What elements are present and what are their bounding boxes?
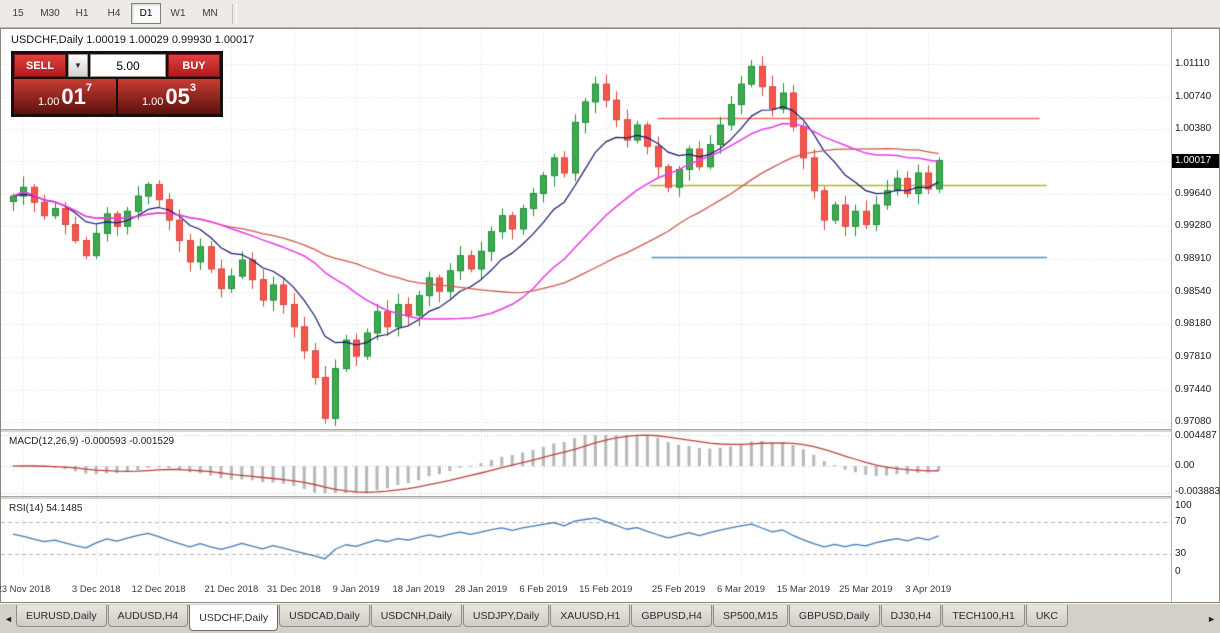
one-click-trading-panel: SELL ▼ BUY 1.00 01 7 1.00 05 3 xyxy=(11,51,223,117)
date-axis-label: 3 Dec 2018 xyxy=(71,584,121,595)
macd-indicator-canvas[interactable] xyxy=(1,432,1171,496)
tab-scroll-right-button[interactable]: ► xyxy=(1207,613,1216,625)
date-axis-label: 18 Jan 2019 xyxy=(392,584,445,595)
left-arrow-icon: ◄ xyxy=(4,614,13,624)
date-axis-label: 23 Nov 2018 xyxy=(0,584,51,595)
chart-symbol-label: USDCHF,Daily 1.00019 1.00029 0.99930 1.0… xyxy=(11,34,254,46)
macd-value-signal: -0.001529 xyxy=(129,436,175,447)
chart-tab-dj30-h4[interactable]: DJ30,H4 xyxy=(880,605,942,627)
chart-tab-sp500-m15[interactable]: SP500,M15 xyxy=(713,605,788,627)
axis-label: 0.98180 xyxy=(1175,318,1212,330)
timeframe-toolbar: 15 M30 H1 H4 D1 W1 MN xyxy=(0,0,1220,28)
chart-tab-gbpusd-h4[interactable]: GBPUSD,H4 xyxy=(631,605,713,627)
chart-tab-xauusd-h1[interactable]: XAUUSD,H1 xyxy=(550,605,631,627)
volume-input[interactable] xyxy=(90,54,166,77)
axis-label: 0.00 xyxy=(1175,460,1195,472)
axis-label: 0 xyxy=(1175,566,1181,577)
chart-tab-usdcad-daily[interactable]: USDCAD,Daily xyxy=(279,605,370,627)
rsi-indicator-canvas[interactable] xyxy=(1,499,1171,577)
axis-label: 0.97810 xyxy=(1175,351,1212,362)
chevron-down-icon: ▼ xyxy=(74,61,82,70)
timeframe-button-m30[interactable]: M30 xyxy=(40,8,60,19)
timeframe-button-h4[interactable]: H4 xyxy=(107,8,121,19)
rsi-label: RSI(14) 54.1485 xyxy=(9,503,82,514)
date-axis-label: 28 Jan 2019 xyxy=(454,584,508,595)
date-axis-label: 9 Jan 2019 xyxy=(332,584,380,595)
axis-label: 0.004487 xyxy=(1175,430,1217,441)
buy-price-display[interactable]: 1.00 05 3 xyxy=(118,79,220,114)
chart-tab-ukc[interactable]: UKC xyxy=(1025,605,1068,627)
chart-tab-bar: ◄ EURUSD,Daily AUDUSD,H4 USDCHF,Daily USDCA… xyxy=(0,603,1220,633)
rsi-name: RSI(14) xyxy=(9,503,44,514)
date-axis-label: 6 Feb 2019 xyxy=(519,584,568,595)
timeframe-button-h1[interactable]: H1 xyxy=(75,8,89,19)
chart-tabs: EURUSD,Daily AUDUSD,H4 USDCHF,Daily USDCAD,… xyxy=(16,605,1204,631)
timeframe-button-w1[interactable]: W1 xyxy=(170,8,186,19)
chart-tab-usdcnh-daily[interactable]: USDCNH,Daily xyxy=(370,605,462,627)
pane-splitter[interactable] xyxy=(1,496,1219,499)
price-axis: 1.011101.007401.003801.000100.996400.992… xyxy=(1171,29,1220,602)
volume-dropdown-button[interactable]: ▼ xyxy=(68,54,88,77)
sell-button[interactable]: SELL xyxy=(14,54,66,77)
axis-label: 100 xyxy=(1175,500,1192,511)
axis-label: 70 xyxy=(1175,516,1187,528)
right-arrow-icon: ► xyxy=(1207,614,1216,624)
chart-tab-tech100-h1[interactable]: TECH100,H1 xyxy=(942,605,1025,627)
pane-splitter[interactable] xyxy=(1,429,1219,432)
ohlc-values: 1.00019 1.00029 0.99930 1.00017 xyxy=(86,34,255,46)
chart-tab-usdjpy-daily[interactable]: USDJPY,Daily xyxy=(462,605,550,627)
sell-price-big: 1.00 xyxy=(37,96,60,108)
date-axis-label: 25 Mar 2019 xyxy=(839,584,893,595)
date-axis-label: 15 Feb 2019 xyxy=(579,584,633,595)
sell-price-pips: 01 xyxy=(61,83,86,109)
axis-label: 30 xyxy=(1175,547,1187,559)
axis-label: 1.00740 xyxy=(1175,90,1212,102)
date-axis-label: 15 Mar 2019 xyxy=(776,584,831,595)
timeframe-button-15[interactable]: 15 xyxy=(12,8,24,19)
sell-price-frac: 7 xyxy=(85,82,93,94)
timeframe-button-d1[interactable]: D1 xyxy=(131,3,161,24)
date-axis-label: 21 Dec 2018 xyxy=(204,584,259,595)
macd-value-main: -0.000593 xyxy=(81,436,127,447)
axis-label: 0.99640 xyxy=(1175,188,1212,200)
buy-price-big: 1.00 xyxy=(141,96,164,108)
axis-label: 0.99280 xyxy=(1175,220,1212,232)
macd-label: MACD(12,26,9) -0.000593 -0.001529 xyxy=(9,436,174,447)
toolbar-separator xyxy=(232,3,237,24)
date-axis-label: 25 Feb 2019 xyxy=(651,584,706,595)
buy-button[interactable]: BUY xyxy=(168,54,220,77)
date-axis-label: 31 Dec 2018 xyxy=(266,584,321,595)
axis-label: 1.01110 xyxy=(1175,57,1210,69)
date-axis: 23 Nov 2018 3 Dec 2018 12 Dec 2018 21 Dec 2… xyxy=(0,577,1171,602)
chart-tab-audusd-h4[interactable]: AUDUSD,H4 xyxy=(107,605,189,627)
timeframe-button-mn[interactable]: MN xyxy=(202,8,218,19)
buy-price-pips: 05 xyxy=(165,83,190,109)
date-axis-label: 3 Apr 2019 xyxy=(905,584,952,595)
chart-tab-usdchf-daily[interactable]: USDCHF,Daily xyxy=(189,605,279,631)
buy-price-frac: 3 xyxy=(189,82,197,94)
symbol-name: USDCHF,Daily xyxy=(11,34,84,46)
axis-label: 0.97080 xyxy=(1175,415,1212,427)
axis-label: 0.98910 xyxy=(1175,253,1212,265)
chart-tab-eurusd-daily[interactable]: EURUSD,Daily xyxy=(16,605,107,627)
chart-tab-gbpusd-daily[interactable]: GBPUSD,Daily xyxy=(788,605,880,627)
axis-label: 0.98540 xyxy=(1175,286,1212,298)
axis-label: 1.00380 xyxy=(1175,122,1212,134)
date-axis-label: 6 Mar 2019 xyxy=(716,584,766,595)
chart-window: 23 Nov 2018 3 Dec 2018 12 Dec 2018 21 Dec 2… xyxy=(0,28,1220,603)
date-axis-label: 12 Dec 2018 xyxy=(131,584,186,595)
timeframe-button-group: 15 M30 H1 H4 D1 W1 MN xyxy=(2,3,226,24)
sell-price-display[interactable]: 1.00 01 7 xyxy=(14,79,116,114)
current-price-marker: 1.00017 xyxy=(1172,153,1219,168)
tab-scroll-left-button[interactable]: ◄ xyxy=(4,613,13,625)
macd-name: MACD(12,26,9) xyxy=(9,436,79,447)
axis-label: -0.003883 xyxy=(1175,486,1220,497)
axis-label: 0.97440 xyxy=(1175,383,1212,395)
rsi-value: 54.1485 xyxy=(46,503,83,514)
